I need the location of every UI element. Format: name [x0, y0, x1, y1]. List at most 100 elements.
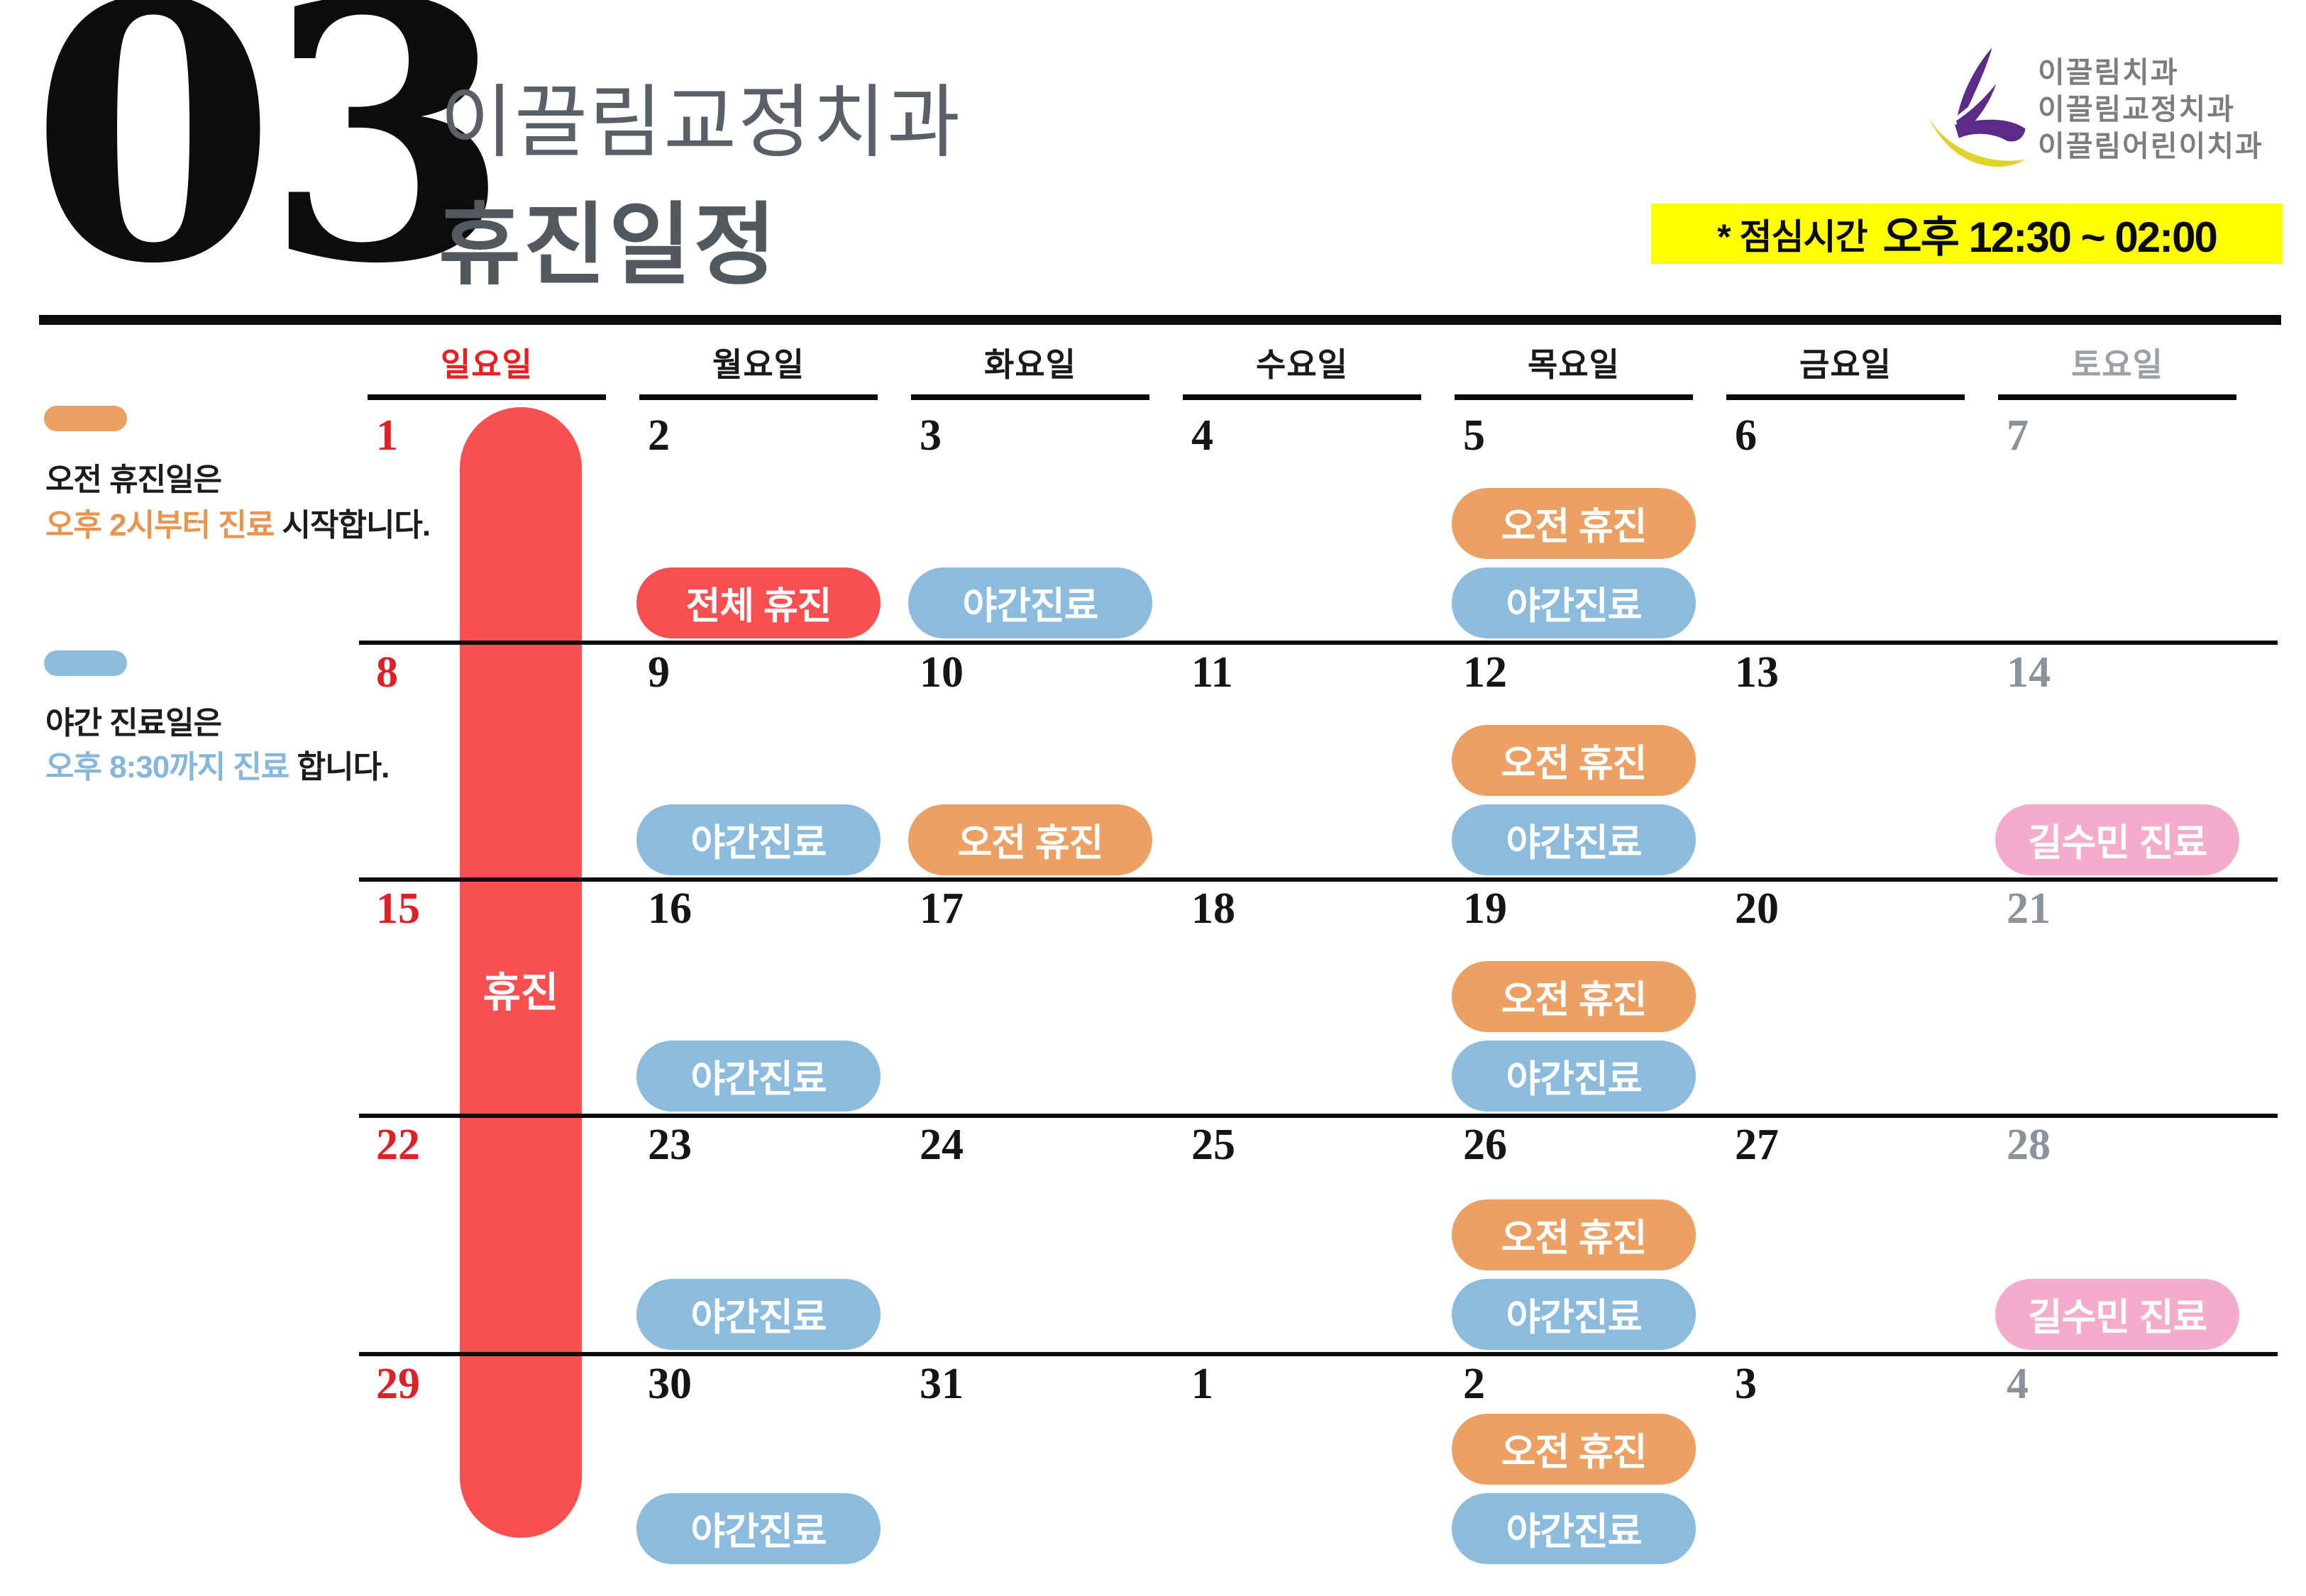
weekday-underline-2 [639, 394, 878, 400]
pill-night: 야간진료 [636, 1493, 881, 1564]
date-cell: 6 [1735, 411, 1757, 460]
date-cell: 7 [2007, 411, 2029, 460]
date-cell: 27 [1735, 1121, 1779, 1169]
pill-morning: 오전 휴진 [1452, 1414, 1696, 1485]
pill-night: 야간진료 [636, 1279, 881, 1350]
date-cell: 3 [1735, 1360, 1757, 1408]
logo-line-1: 이끌림치과 [2038, 56, 2179, 89]
date-cell: 9 [648, 648, 670, 697]
morning-off-legend-swatch [44, 406, 127, 431]
date-cell: 10 [920, 648, 964, 697]
date-cell: 15 [376, 885, 420, 933]
weekday-underline-6 [1726, 394, 1965, 400]
date-cell: 26 [1463, 1121, 1507, 1169]
weekday-label-1: 일요일 [441, 346, 533, 383]
date-cell: 4 [2007, 1360, 2029, 1408]
night-care-legend-swatch [44, 650, 127, 676]
pill-morning: 오전 휴진 [1452, 961, 1696, 1032]
week-divider-1 [359, 641, 2278, 645]
date-cell: 3 [920, 411, 942, 460]
lunch-banner-label: * 점심시간 [1717, 216, 1868, 257]
date-cell: 31 [920, 1360, 964, 1408]
week-divider-3 [359, 1114, 2278, 1118]
morning-legend-highlight: 오후 2시부터 진료 [45, 508, 275, 543]
date-cell: 19 [1463, 885, 1507, 933]
clinic-logo-icon [1928, 48, 2026, 167]
date-cell: 30 [648, 1360, 692, 1408]
pill-night: 야간진료 [636, 804, 881, 875]
date-cell: 16 [648, 885, 692, 933]
date-cell: 25 [1191, 1121, 1235, 1169]
date-cell: 5 [1463, 411, 1485, 460]
date-cell: 17 [920, 885, 964, 933]
logo-line-2: 이끌림교정치과 [2038, 93, 2236, 126]
date-cell: 1 [1191, 1360, 1213, 1408]
logo-swoosh [1928, 116, 2026, 167]
pill-morning: 오전 휴진 [1452, 1199, 1696, 1270]
date-cell: 18 [1191, 885, 1235, 933]
pill-morning: 오전 휴진 [908, 804, 1152, 875]
lunch-banner-time: 오후 12:30 ~ 02:00 [1882, 214, 2217, 261]
date-cell: 22 [376, 1121, 420, 1169]
sunday-closed-band: 휴진 [460, 407, 582, 1538]
lunch-time-banner: * 점심시간 오후 12:30 ~ 02:00 [1651, 204, 2283, 264]
pill-night: 야간진료 [1452, 804, 1696, 875]
pill-doctor: 길수민 진료 [1995, 1279, 2239, 1350]
weekday-label-2: 월요일 [712, 346, 805, 383]
pill-night: 야간진료 [636, 1041, 881, 1112]
date-cell: 21 [2007, 885, 2051, 933]
date-cell: 4 [1191, 411, 1213, 460]
weekday-label-3: 화요일 [984, 346, 1076, 383]
night-legend-rest: 합니다. [289, 750, 390, 785]
morning-legend-rest: 시작합니다. [274, 508, 431, 543]
page-title: 휴진일정 [438, 195, 779, 295]
night-legend-line1: 야간 진료일은 [45, 706, 222, 741]
date-cell: 24 [920, 1121, 964, 1169]
pill-morning: 오전 휴진 [1452, 488, 1696, 559]
date-cell: 1 [376, 411, 398, 460]
date-cell: 29 [376, 1360, 420, 1408]
pill-morning: 오전 휴진 [1452, 725, 1696, 796]
logo-line-3: 이끌림어린이치과 [2038, 130, 2263, 162]
morning-legend-line2: 오후 2시부터 진료 시작합니다. [45, 499, 431, 545]
pill-night: 야간진료 [1452, 567, 1696, 638]
date-cell: 8 [376, 648, 398, 697]
date-cell: 14 [2007, 648, 2051, 697]
logo-wing-bottom [1955, 119, 2026, 142]
pill-night: 야간진료 [1452, 1493, 1696, 1564]
sunday-closed-band-label: 휴진 [482, 970, 559, 1016]
week-divider-4 [359, 1352, 2278, 1356]
logo-wordmark: 이끌림치과 이끌림교정치과 이끌림어린이치과 [2038, 54, 2263, 165]
pill-night: 야간진료 [908, 567, 1152, 638]
weekday-label-4: 수요일 [1256, 346, 1348, 383]
pill-doctor: 길수민 진료 [1995, 804, 2239, 875]
date-cell: 28 [2007, 1121, 2051, 1169]
month-number: 03 [30, 0, 511, 341]
weekday-label-6: 금요일 [1799, 346, 1892, 383]
weekday-underline-4 [1183, 394, 1421, 400]
date-cell: 12 [1463, 648, 1507, 697]
weekday-underline-1 [368, 394, 606, 400]
clinic-name: 이끌림교정치과 [440, 78, 962, 167]
week-divider-2 [359, 877, 2278, 882]
date-cell: 23 [648, 1121, 692, 1169]
morning-legend-line1: 오전 휴진일은 [45, 462, 222, 497]
pill-all: 전체 휴진 [636, 567, 881, 638]
date-cell: 11 [1191, 648, 1233, 697]
pill-night: 야간진료 [1452, 1041, 1696, 1112]
pill-night: 야간진료 [1452, 1279, 1696, 1350]
date-cell: 20 [1735, 885, 1779, 933]
header-divider-rule [39, 315, 2281, 325]
date-cell: 2 [1463, 1360, 1485, 1408]
weekday-underline-7 [1998, 394, 2236, 400]
night-legend-highlight: 오후 8:30까지 진료 [45, 750, 289, 785]
date-cell: 13 [1735, 648, 1779, 697]
weekday-label-7: 토요일 [2071, 346, 2163, 383]
weekday-underline-5 [1455, 394, 1693, 400]
weekday-underline-3 [911, 394, 1149, 400]
logo-wing-top [1957, 48, 1992, 116]
weekday-label-5: 목요일 [1528, 346, 1620, 383]
date-cell: 2 [648, 411, 670, 460]
night-legend-line2: 오후 8:30까지 진료 합니다. [45, 741, 390, 787]
